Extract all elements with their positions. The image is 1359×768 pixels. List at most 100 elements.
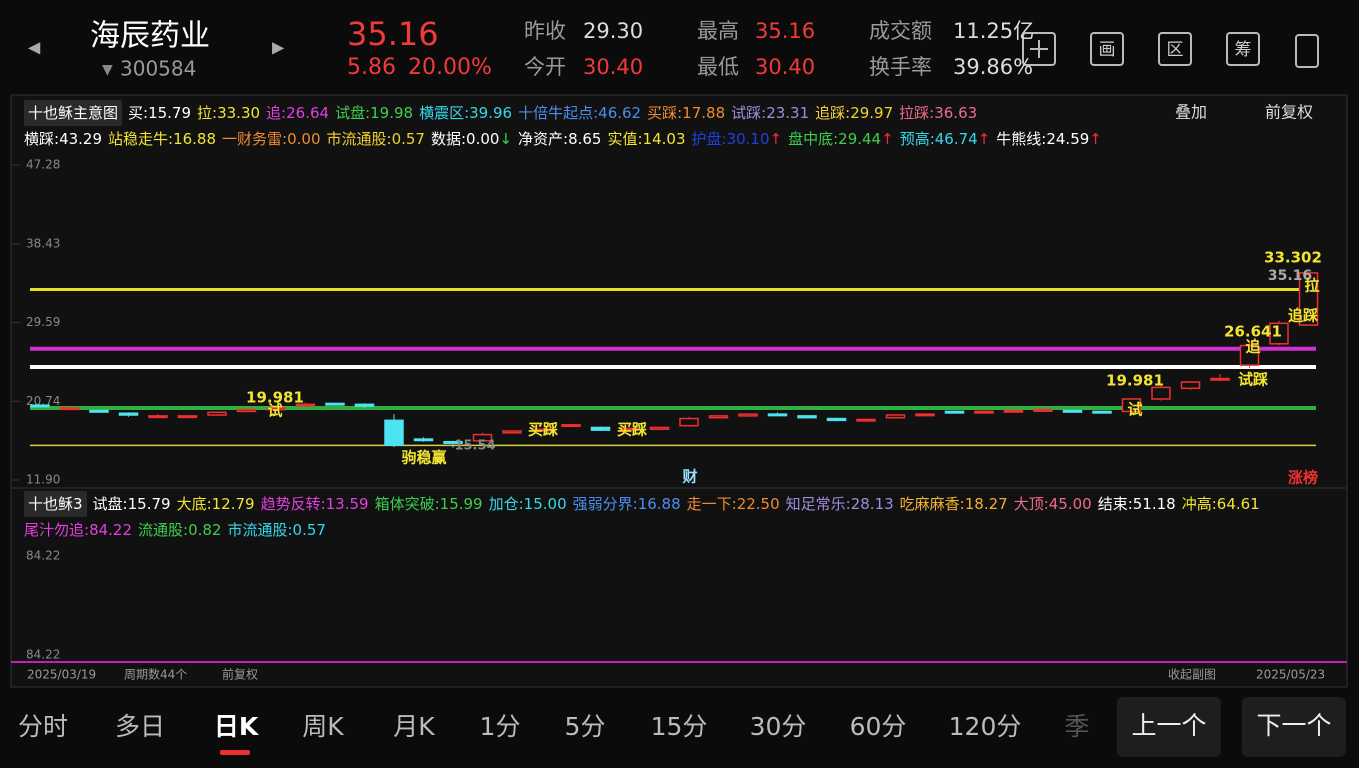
indicator-label: 结束:: [1097, 495, 1133, 513]
adjust[interactable]: 前复权: [1265, 103, 1313, 122]
candle-body: [266, 407, 286, 411]
icon[interactable]: [1158, 32, 1192, 66]
button-bg[interactable]: [1117, 697, 1221, 757]
y-tick-label: 84.22: [26, 549, 60, 563]
indicator-arrow: ↑: [1089, 130, 1102, 148]
indicator-select[interactable]: 十也稣主意图: [24, 100, 123, 126]
indicator-select[interactable]: 十也稣3: [24, 491, 87, 517]
candle-body: [797, 415, 817, 419]
stock-code: 300584: [120, 57, 196, 81]
tab[interactable]: 季: [1064, 712, 1089, 741]
tab[interactable]: 15分: [651, 712, 708, 741]
indicator-arrow: ↑: [769, 130, 783, 148]
indicator-label: 买踩:: [647, 104, 683, 122]
candle-body: [1062, 409, 1083, 413]
indicator-value: 8.65: [568, 130, 602, 148]
stat-value: 39.86%: [953, 55, 1033, 79]
stat-label: 昨收: [524, 19, 566, 43]
tab[interactable]: 分时: [18, 712, 68, 741]
stat-value: 35.16: [755, 19, 815, 43]
tab[interactable]: 60分: [850, 712, 907, 741]
indicator-value: 14.03: [642, 130, 686, 148]
indicator-item: 牛熊线:24.59↑: [996, 126, 1102, 152]
next-arrow[interactable]: ▶: [272, 38, 285, 57]
indicator-value: 36.63: [934, 104, 978, 122]
footer-label: 前复权: [222, 667, 258, 682]
candle-body: [148, 415, 168, 419]
dropdown[interactable]: ▼: [102, 62, 113, 78]
indicator-label: 走一下:: [686, 495, 737, 513]
stock-name: 海辰药业: [90, 19, 210, 54]
candle-body: [1121, 398, 1142, 413]
change: 5.86: [347, 55, 396, 80]
candle-body: [384, 419, 404, 447]
indicator-label: 知足常乐:: [785, 495, 851, 513]
candle-body: [177, 415, 198, 419]
indicator-row: 十也稣3 试盘:15.79 大底:12.79 趋势反转:13.59 箱体突破:15.99…: [24, 491, 1314, 543]
indicator-item: 尾汁勿追:84.22: [24, 517, 132, 543]
indicator-item: 走一下:22.50: [687, 491, 780, 517]
indicator-item: 数据:0.00↓: [431, 126, 512, 152]
indicator-item: 追:26.64: [266, 100, 329, 126]
panel: [10, 94, 1348, 688]
indicator-value: 30.10: [726, 130, 770, 148]
indicator-value: 0.00: [466, 130, 500, 148]
stat-value: 29.30: [583, 19, 643, 43]
nav-button[interactable]: 上一个: [1131, 711, 1206, 740]
indicator-value: 24.59: [1046, 130, 1090, 148]
add-icon[interactable]: [1022, 32, 1056, 66]
indicator-value: 64.61: [1216, 495, 1260, 513]
tab[interactable]: 120分: [949, 712, 1022, 741]
indicator-arrow: ↓: [499, 130, 513, 148]
nav-button[interactable]: 下一个: [1256, 711, 1331, 740]
tab[interactable]: 月K: [393, 712, 435, 741]
indicator-row: 十也稣主意图 买:15.79 拉:33.30 追:26.64 试盘:19.98 横震区:3…: [24, 100, 1334, 126]
price: 35.16: [347, 15, 439, 53]
candle-body: [207, 411, 227, 416]
overlay[interactable]: 叠加: [1175, 103, 1207, 122]
indicator-arrow: ↑: [881, 130, 894, 148]
stat-label: 成交额: [869, 19, 932, 43]
indicator-label: 尾汁勿追:: [24, 521, 90, 539]
indicator-item: 市流通股:0.57: [327, 126, 425, 152]
indicator-value: 28.13: [850, 495, 894, 513]
tab[interactable]: 多日: [115, 712, 165, 741]
prev-arrow[interactable]: ◀: [28, 38, 41, 57]
indicator-item: 加仓:15.00: [489, 491, 567, 517]
icon[interactable]: [1090, 32, 1124, 66]
indicator-item: 净资产:8.65: [518, 126, 601, 152]
indicator-arrow: ↑: [977, 130, 991, 148]
candle-body: [1269, 322, 1289, 345]
footer-label: 周期数44个: [124, 667, 187, 682]
indicator-item: 结束:51.18: [1098, 491, 1176, 517]
icon[interactable]: [1226, 32, 1260, 66]
phone-icon[interactable]: [1295, 34, 1319, 68]
candle-body: [1239, 344, 1260, 366]
indicator-item: 一财务雷:0.00: [222, 126, 320, 152]
indicator-label: 预高:: [899, 130, 935, 148]
candle-body: [1151, 386, 1171, 400]
tab[interactable]: 周K: [302, 712, 344, 741]
indicator-item: 试踩:23.31: [731, 100, 809, 126]
footer-label[interactable]: 收起副图: [1168, 668, 1216, 682]
indicator-value: 26.64: [286, 104, 330, 122]
tab[interactable]: 5分: [565, 712, 606, 741]
indicator-value: 15.79: [127, 495, 171, 513]
indicator-value: 0.00: [287, 130, 321, 148]
candle-body: [472, 433, 493, 442]
indicator-label: 站稳走牛:: [108, 130, 174, 148]
button-bg[interactable]: [1242, 697, 1346, 757]
indicator-label: 大底:: [176, 495, 212, 513]
indicator-label: 试盘:: [92, 495, 128, 513]
tab[interactable]: 30分: [750, 712, 807, 741]
candle-body: [1003, 409, 1024, 413]
indicator-label: 拉:: [197, 104, 218, 122]
tab[interactable]: 日K: [214, 712, 260, 741]
stat-label: 今开: [524, 55, 566, 79]
candle-body: [944, 410, 965, 414]
tab[interactable]: 1分: [480, 712, 521, 741]
stat-label: 最高: [697, 19, 739, 43]
indicator-value: 22.50: [736, 495, 780, 513]
candle-body: [325, 402, 345, 406]
candle-body: [826, 417, 847, 422]
